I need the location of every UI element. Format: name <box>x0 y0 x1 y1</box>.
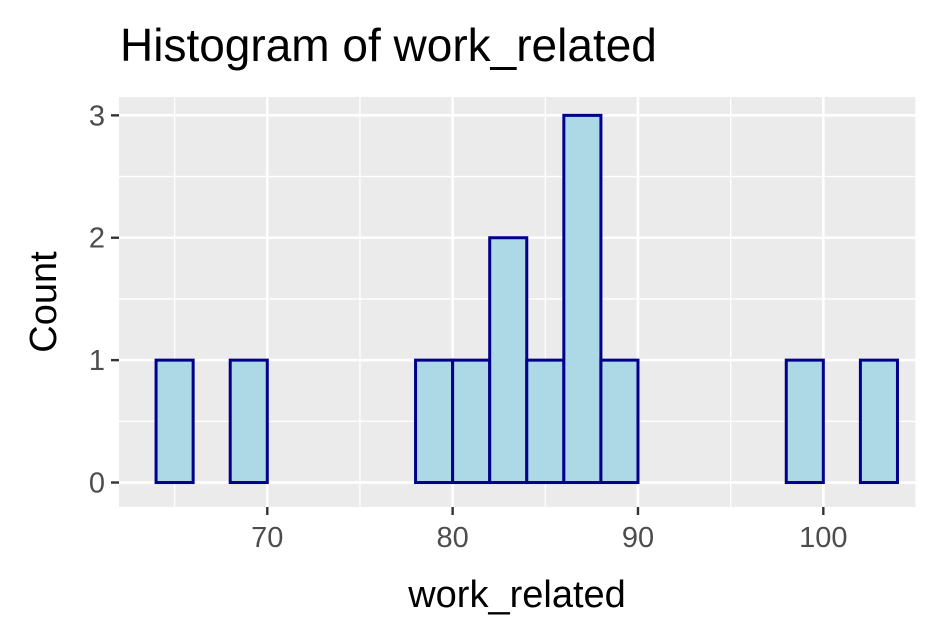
histogram-bar <box>154 358 195 485</box>
x-tick-label: 90 <box>622 522 654 554</box>
y-tick-label: 3 <box>89 100 105 132</box>
x-axis-title: work_related <box>407 574 626 616</box>
histogram-bar <box>562 113 603 485</box>
axis-ticks: 70 80 90 100 0 1 2 3 <box>89 100 848 554</box>
y-tick-label: 1 <box>89 345 105 377</box>
histogram-bar <box>451 358 492 485</box>
histogram-bar <box>858 358 899 485</box>
y-tick-label: 0 <box>89 468 105 500</box>
histogram-bar <box>488 236 529 485</box>
chart-title: Histogram of work_related <box>120 19 657 71</box>
y-tick-label: 2 <box>89 223 105 255</box>
y-axis-title: Count <box>23 251 65 353</box>
histogram-bar <box>414 358 455 485</box>
x-tick-label: 80 <box>436 522 468 554</box>
histogram-bar <box>599 358 640 485</box>
x-tick-label: 70 <box>251 522 283 554</box>
histogram-bar <box>784 358 825 485</box>
histogram-bar <box>525 358 566 485</box>
histogram-bar <box>228 358 269 485</box>
histogram-bars <box>154 113 899 485</box>
x-tick-label: 100 <box>799 522 847 554</box>
